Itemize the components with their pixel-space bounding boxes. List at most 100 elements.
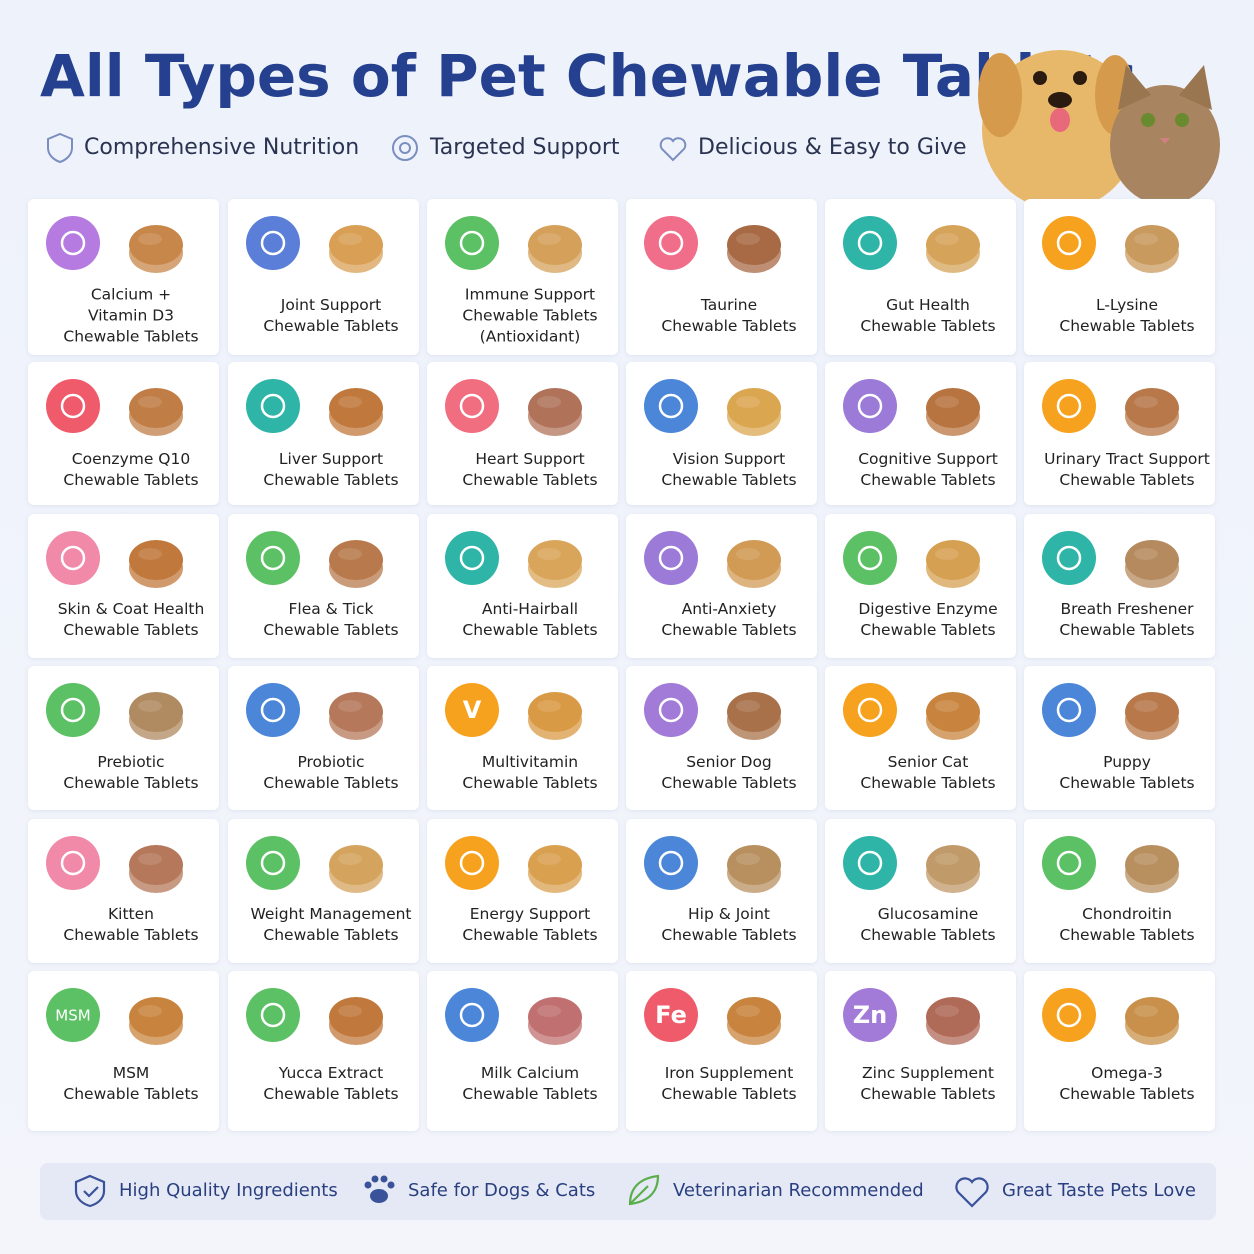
icon-glyph [60, 697, 86, 723]
tablet-label: Chewable Tablets [860, 774, 995, 792]
tablet-shine [736, 700, 760, 712]
category-icon [1042, 683, 1096, 737]
tablet-card: Taurine Chewable Tablets [626, 199, 817, 355]
footer-badge: High Quality Ingredients [119, 1180, 338, 1201]
tablet-label: Kitten [108, 905, 154, 923]
tablet-shine [537, 233, 561, 245]
tablet-label: Chewable Tablets [1059, 621, 1194, 639]
tablet-shine [935, 396, 959, 408]
icon-glyph [1056, 545, 1082, 571]
shield-icon [47, 132, 73, 164]
icon-glyph [260, 393, 286, 419]
tablet [926, 225, 980, 265]
footer-badge: Veterinarian Recommended [673, 1180, 924, 1201]
tablet-label: Chewable Tablets [263, 317, 398, 335]
tablet-card: Zn Zinc Supplement Chewable Tablets [825, 971, 1016, 1131]
tablet-label: Chewable Tablets [462, 621, 597, 639]
tablet-label: Cognitive Support [858, 450, 998, 468]
title: All Types of Pet Chewable Tablets [40, 42, 1137, 110]
category-icon [644, 988, 698, 1042]
tablet-card: V Multivitamin Chewable Tablets [427, 666, 618, 810]
heart-icon [659, 137, 687, 162]
category-icon [46, 379, 100, 433]
icon-glyph [857, 545, 883, 571]
tablet-label: Chewable Tablets [462, 471, 597, 489]
icon-glyph [658, 230, 684, 256]
icon-glyph [1056, 697, 1082, 723]
tablet-label: Chewable Tablets [1059, 1085, 1194, 1103]
tablet-label: Chewable Tablets [860, 621, 995, 639]
tablet-card: Weight Management Chewable Tablets [228, 819, 419, 963]
category-icon [1042, 216, 1096, 270]
icon-glyph [857, 850, 883, 876]
category-icon [644, 216, 698, 270]
tablet-shine [1134, 233, 1158, 245]
category-icon [445, 531, 499, 585]
category-icon [246, 988, 300, 1042]
tablet-card: Calcium + Vitamin D3 Chewable Tablets [28, 199, 219, 355]
tablet-card: L-Lysine Chewable Tablets [1024, 199, 1215, 355]
tablet-label: Chewable Tablets [860, 471, 995, 489]
tablet-label: Omega-3 [1091, 1064, 1163, 1082]
icon-glyph [260, 1002, 286, 1028]
tablet-label: Urinary Tract Support [1044, 450, 1210, 468]
tablet [1125, 997, 1179, 1037]
tablet-label: Chewable Tablets [263, 926, 398, 944]
tablet [129, 225, 183, 265]
tablet-card: Hip & Joint Chewable Tablets [626, 819, 817, 963]
icon-glyph [60, 545, 86, 571]
tablet-shine [935, 700, 959, 712]
tablet-label: Chewable Tablets [1059, 926, 1194, 944]
leaf-icon [628, 1174, 660, 1206]
shield-icon [74, 1174, 106, 1208]
category-icon [445, 683, 499, 737]
tablet [528, 997, 582, 1037]
tablet-card: Kitten Chewable Tablets [28, 819, 219, 963]
tablet-label: Multivitamin [482, 753, 578, 771]
tablet-card: Puppy Chewable Tablets [1024, 666, 1215, 810]
tablet-label: Hip & Joint [688, 905, 770, 923]
tablet-label: Anti-Anxiety [682, 600, 777, 618]
tablet-shine [1134, 853, 1158, 865]
icon-glyph [658, 393, 684, 419]
tablet-shine [537, 700, 561, 712]
tablet [727, 845, 781, 885]
category-icon [445, 216, 499, 270]
tablet [727, 388, 781, 428]
pets-illustration [978, 50, 1220, 210]
tablet-shine [338, 548, 362, 560]
icon-glyph [260, 545, 286, 571]
tablet [926, 540, 980, 580]
tablet-shine [736, 853, 760, 865]
tablet [329, 388, 383, 428]
tablet-card: Coenzyme Q10 Chewable Tablets [28, 362, 219, 505]
tablet-shine [138, 548, 162, 560]
icon-text: Zn [853, 1001, 888, 1029]
tablet-label: Chewable Tablets [661, 1085, 796, 1103]
tablet-shine [138, 700, 162, 712]
tablet [329, 225, 383, 265]
footer-badge: Great Taste Pets Love [1002, 1180, 1196, 1201]
tablet-label: Gut Health [886, 296, 970, 314]
tablet-card: Glucosamine Chewable Tablets [825, 819, 1016, 963]
category-icon [246, 683, 300, 737]
category-icon [843, 836, 897, 890]
icon-glyph [857, 697, 883, 723]
tablet-label: Milk Calcium [481, 1064, 579, 1082]
tablet-card: MSM MSM Chewable Tablets [28, 971, 219, 1131]
tablet-shine [338, 1005, 362, 1017]
tablet-card: Yucca Extract Chewable Tablets [228, 971, 419, 1131]
tablet [1125, 388, 1179, 428]
tablet [329, 845, 383, 885]
tablet [329, 540, 383, 580]
tablet [528, 388, 582, 428]
category-icon [445, 379, 499, 433]
tablet [129, 388, 183, 428]
tablet [926, 997, 980, 1037]
tablet [727, 997, 781, 1037]
tablet-label: Immune Support [465, 286, 595, 304]
tablet-label: Chewable Tablets [263, 774, 398, 792]
tablet-label: Flea & Tick [289, 600, 374, 618]
tablet-label: Chewable Tablets [63, 1085, 198, 1103]
tablet-label: Probiotic [297, 753, 364, 771]
